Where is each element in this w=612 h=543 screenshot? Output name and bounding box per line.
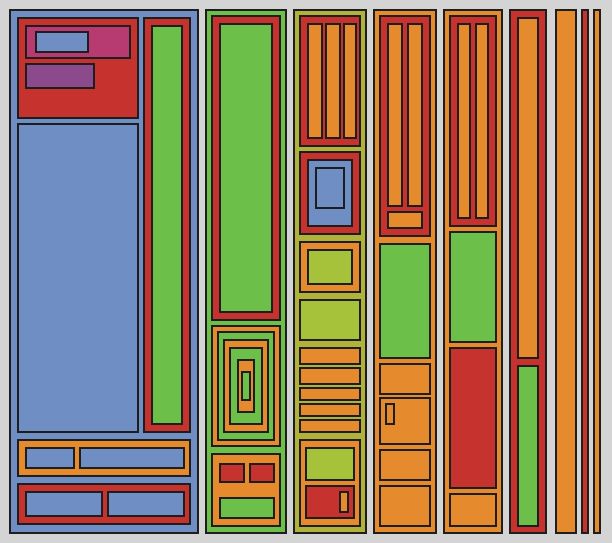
rect-col7	[556, 10, 576, 533]
rect-col5-foot	[450, 494, 496, 526]
rect-col5-top	[450, 16, 496, 226]
rect-col9	[594, 10, 600, 533]
rect-col3-blue-slot	[316, 168, 344, 208]
rect-col1-header-inner1-slot	[36, 32, 88, 52]
rect-col4-cell-d	[380, 486, 430, 526]
rect-col3-mid-a-inner	[308, 250, 352, 284]
rect-col3-list-3	[300, 388, 360, 400]
rect-col1-foot-row1-a	[26, 448, 74, 468]
rect-col3-list-1	[300, 348, 360, 364]
rect-col6-green	[518, 366, 538, 526]
rect-col2-top-inner	[220, 24, 272, 312]
diagram-svg	[0, 0, 612, 543]
rect-col3-bottom-a	[306, 448, 354, 480]
rect-col3-bottom-b-inner	[340, 492, 348, 512]
rect-col3-list-5	[300, 420, 360, 432]
rect-col4-green	[380, 244, 430, 358]
rect-col5-top-bar-a	[458, 24, 470, 218]
rect-col4-top-under	[388, 212, 422, 228]
rect-col3-mid-b	[300, 300, 360, 340]
rect-col4-cell-a	[380, 364, 430, 394]
rect-col1-body	[18, 124, 138, 432]
rect-col4-cell-b-slot	[386, 404, 394, 424]
rect-col3-list-2	[300, 368, 360, 384]
rect-col1-foot-row2-a	[26, 492, 102, 516]
rect-col2-foot-a	[220, 464, 244, 482]
rect-col3-top-bar-c	[344, 24, 356, 138]
rect-col5-red	[450, 348, 496, 488]
rect-col4-top-bar-a	[388, 24, 402, 206]
rect-col2-mid-nest5	[242, 372, 250, 400]
rect-col3-top-bar-a	[308, 24, 322, 138]
rect-col2-foot-c	[220, 498, 274, 518]
rect-col2-foot-b	[250, 464, 274, 482]
rect-col1-foot-row1-b	[80, 448, 184, 468]
rect-col5-green	[450, 232, 496, 342]
rect-col4-cell-c	[380, 450, 430, 480]
rect-col1-foot-row2-b	[108, 492, 184, 516]
rect-col6-inner	[518, 18, 538, 358]
rect-col3-list-4	[300, 404, 360, 416]
rect-col4-top-bar-b	[408, 24, 422, 206]
diagram-canvas	[0, 0, 612, 543]
rect-col1-header-inner2	[26, 64, 94, 88]
rect-col3-top-bar-b	[326, 24, 340, 138]
rect-col8	[582, 10, 588, 533]
rect-col5-top-bar-b	[476, 24, 488, 218]
rect-col1-right-strip-inner	[152, 26, 182, 424]
